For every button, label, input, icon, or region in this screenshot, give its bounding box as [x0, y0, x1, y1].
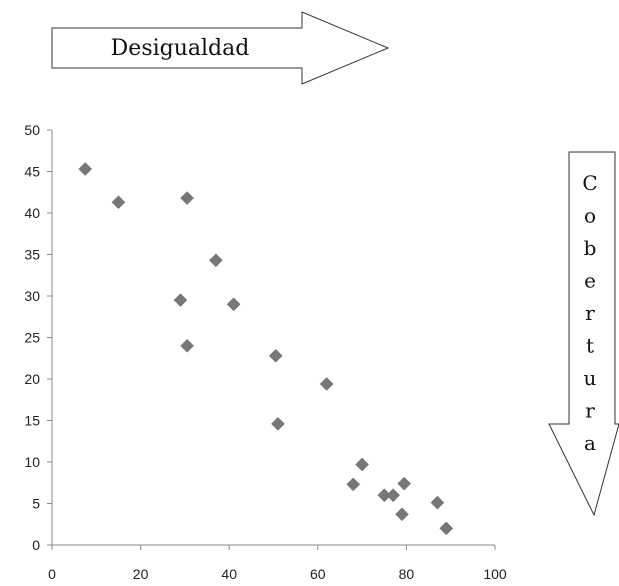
x-tick-label: 0 — [48, 566, 56, 582]
data-point — [397, 476, 412, 491]
data-point — [319, 377, 334, 391]
x-tick-label: 40 — [221, 566, 237, 582]
y-tick-label: 35 — [24, 247, 40, 263]
cobertura-letter: t — [586, 334, 594, 358]
y-tick-group: 0 5 10 15 20 25 30 35 40 45 50 — [24, 122, 52, 553]
data-point — [386, 488, 400, 503]
cobertura-letter: a — [584, 431, 596, 455]
y-tick-label: 10 — [24, 454, 40, 470]
data-point — [78, 162, 93, 176]
y-tick-label: 25 — [24, 330, 40, 346]
y-tick-label: 40 — [24, 205, 40, 221]
cobertura-arrow-shape — [548, 151, 619, 517]
cobertura-letter: C — [582, 171, 597, 195]
data-point — [180, 191, 194, 205]
data-point — [226, 297, 241, 312]
cobertura-letter: r — [585, 399, 595, 423]
y-tick-label: 5 — [32, 496, 40, 512]
scatter-points — [78, 162, 454, 536]
data-point — [395, 507, 409, 522]
desigualdad-arrow: Desigualdad — [51, 11, 390, 85]
data-point — [268, 348, 283, 363]
chart-axes — [51, 130, 495, 546]
cobertura-letter: b — [584, 236, 597, 260]
cobertura-letter: e — [584, 269, 596, 293]
x-tick-group: 0 20 40 60 80 100 — [48, 545, 507, 582]
x-tick-label: 100 — [483, 566, 507, 582]
y-tick-label: 30 — [24, 288, 40, 304]
data-point — [355, 457, 369, 472]
desigualdad-label: Desigualdad — [111, 36, 250, 61]
y-tick-label: 50 — [24, 122, 40, 138]
cobertura-letter: r — [585, 301, 595, 325]
data-point — [209, 253, 223, 268]
data-point — [173, 293, 188, 308]
data-point — [439, 521, 454, 536]
data-point — [111, 195, 126, 210]
y-tick-label: 15 — [24, 413, 40, 429]
x-tick-label: 80 — [399, 566, 415, 582]
desigualdad-arrow-shape — [51, 11, 390, 85]
cobertura-letter: u — [584, 366, 597, 390]
y-tick-label: 45 — [24, 164, 40, 180]
data-point — [180, 338, 194, 353]
data-point — [271, 416, 285, 431]
x-tick-label: 20 — [133, 566, 149, 582]
y-tick-label: 20 — [24, 371, 40, 387]
x-tick-label: 60 — [310, 566, 326, 582]
cobertura-letter: o — [584, 204, 596, 228]
data-point — [346, 477, 361, 492]
y-tick-label: 0 — [32, 537, 40, 553]
data-point — [430, 495, 445, 510]
